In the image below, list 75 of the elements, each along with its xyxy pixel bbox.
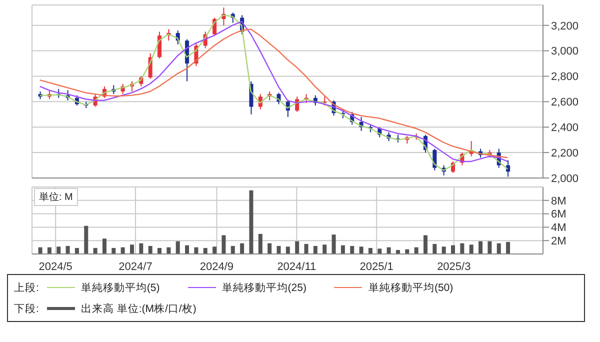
y-tick-label: 3,000	[551, 46, 579, 58]
bar	[203, 248, 208, 254]
bar	[38, 247, 42, 254]
bar	[423, 235, 428, 254]
legend-title: 上段:	[14, 280, 39, 294]
legend-label: 単純移動平均(50)	[368, 280, 454, 294]
bar	[222, 235, 226, 254]
y-tick-label: 2,800	[551, 71, 579, 84]
legend-title: 下段:	[14, 302, 39, 316]
bar	[460, 243, 464, 254]
bar	[506, 242, 510, 254]
y-tick-label: 2,200	[551, 147, 579, 160]
bar	[378, 248, 382, 254]
bar	[488, 241, 492, 254]
bar	[304, 244, 308, 254]
y-tick-label: 4M	[551, 222, 566, 234]
bar	[322, 244, 327, 254]
bar	[286, 246, 290, 254]
bar	[230, 246, 235, 254]
y-tick-label: 2,000	[551, 172, 579, 185]
bar	[240, 243, 244, 254]
bar	[139, 243, 144, 254]
bar	[496, 243, 501, 254]
bar	[102, 238, 106, 254]
bar	[112, 248, 116, 254]
bar	[148, 246, 152, 254]
bar	[276, 246, 281, 254]
x-tick-label: 2024/5	[38, 260, 72, 273]
bar	[295, 241, 300, 254]
bar	[74, 248, 79, 254]
bar	[185, 245, 190, 254]
x-tick-label: 2025/1	[360, 260, 394, 273]
y-tick-label: 3,200	[551, 20, 579, 32]
bar	[249, 190, 254, 254]
bar	[166, 247, 171, 254]
bar	[350, 246, 354, 254]
legend-label: 出来高 単位:(M株/口/枚)	[80, 302, 196, 316]
bar	[130, 244, 134, 254]
bar	[359, 246, 364, 254]
bar	[386, 247, 391, 254]
bar	[268, 243, 272, 254]
y-tick-label: 2,600	[551, 96, 579, 109]
bar	[432, 244, 437, 254]
y-tick-label: 8M	[551, 195, 566, 208]
y-tick-label: 2,400	[551, 122, 579, 134]
legend-label: 単純移動平均(25)	[222, 280, 306, 294]
bar	[368, 248, 372, 254]
bar	[176, 241, 180, 254]
x-tick-label: 2025/3	[437, 260, 471, 273]
y-tick-label: 2M	[551, 236, 566, 248]
bar	[47, 247, 52, 254]
y-tick-label: 6M	[551, 208, 566, 221]
bar	[194, 247, 198, 254]
bar	[451, 245, 456, 254]
x-tick-label: 2024/7	[118, 260, 152, 273]
bar	[212, 246, 217, 254]
bar	[442, 246, 446, 254]
bar	[340, 245, 345, 254]
bar	[469, 244, 474, 254]
bar	[84, 226, 88, 254]
bar	[332, 234, 336, 254]
bar	[66, 246, 70, 254]
bar	[478, 241, 483, 254]
bar	[56, 246, 61, 254]
legend-label: 単純移動平均(5)	[80, 280, 160, 294]
bar	[258, 234, 262, 254]
bar	[414, 247, 418, 254]
bar	[120, 247, 125, 254]
bar	[93, 248, 98, 254]
bar	[158, 248, 162, 254]
x-tick-label: 2024/9	[200, 260, 234, 273]
x-tick-label: 2024/11	[277, 260, 316, 273]
annotation: 単位: M	[34, 188, 78, 206]
bar	[313, 246, 318, 254]
candlestick	[432, 148, 437, 171]
